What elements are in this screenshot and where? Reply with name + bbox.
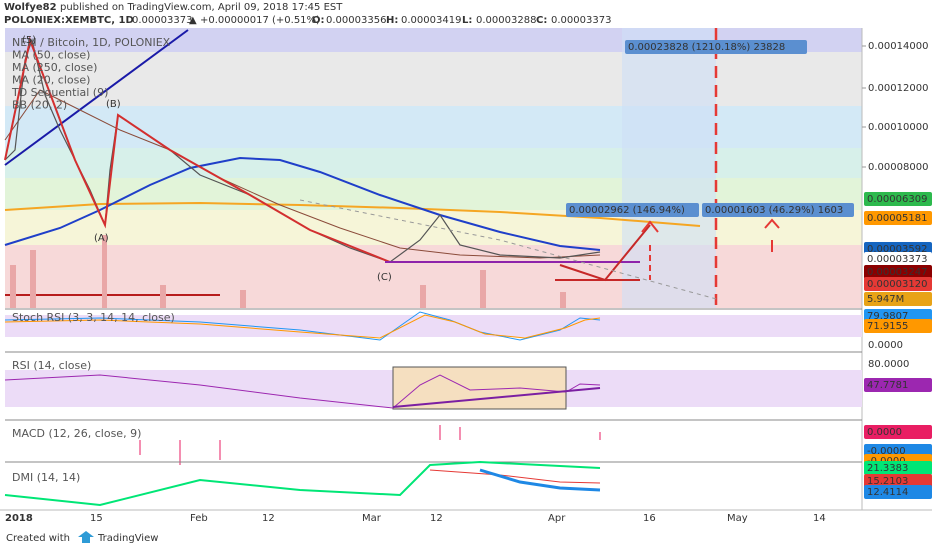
indicator-axis-label-bg <box>864 425 932 439</box>
indicator-axis-label-bg <box>864 319 932 333</box>
measure-label: 0.00002962 (146.94%) <box>569 205 685 216</box>
x-tick-label: 15 <box>90 513 103 524</box>
indicator-label: DMI (14, 14) <box>12 471 80 484</box>
indicator-axis-label: 80.0000 <box>868 359 909 370</box>
author: Wolfye82 <box>4 2 57 13</box>
indicator-axis-label: 12.4114 <box>867 487 908 498</box>
price-label-bg <box>864 277 932 291</box>
indicator-axis-label: 0.0000 <box>867 427 902 438</box>
indicator-axis-label: 79.9807 <box>867 311 908 322</box>
drawings <box>4 28 780 305</box>
legend-entry: BB (20, 2) <box>12 99 67 112</box>
indicator-axis-label: 21.3383 <box>867 463 908 474</box>
price-label-bg <box>864 252 932 266</box>
last: 0.00003373 <box>132 15 192 26</box>
indicator-axis-label: 0.0000 <box>868 340 903 351</box>
change: +0.00000017 (+0.51%) <box>200 15 320 26</box>
price-label-bg <box>864 265 932 279</box>
measure-label: 0.00023828 (1210.18%) 23828 <box>628 42 785 53</box>
price-label: 0.00005181 <box>867 213 927 224</box>
ohlc: C: <box>536 15 547 26</box>
legend-entry: NEM / Bitcoin, 1D, POLONIEX <box>12 36 171 49</box>
footer-created: Created with <box>6 533 70 544</box>
price-label: 0.00010000 <box>868 122 928 133</box>
indicator-axis-label-bg <box>864 485 932 499</box>
ohlc: 0.00003356 <box>326 15 386 26</box>
measure-label-bg <box>625 40 807 54</box>
price-label: 0.00012000 <box>868 83 928 94</box>
ohlc: H: <box>386 15 398 26</box>
price-label: 0.00003247 <box>867 267 927 278</box>
ohlc: O: <box>312 15 325 26</box>
symbol: POLONIEX:XEMBTC, 1D <box>4 15 134 26</box>
price-label-bg <box>864 192 932 206</box>
indicator-axis-label: -0.0000 <box>867 446 906 457</box>
legend-entry: MA (250, close) <box>12 61 97 74</box>
indicator-axis-label: 15.2103 <box>867 476 908 487</box>
indicator-panes <box>4 308 862 507</box>
x-tick-label: Mar <box>362 513 382 524</box>
price-label-bg <box>864 292 932 306</box>
indicator-label: MACD (12, 26, close, 9) <box>12 427 141 440</box>
footer-brand: TradingView <box>97 533 158 544</box>
measure-label: 0.00001603 (46.29%) 1603 <box>705 205 843 216</box>
measure-label-bg <box>702 203 854 217</box>
price-label: 0.00008000 <box>868 162 928 173</box>
x-tick-label: 16 <box>643 513 656 524</box>
footer-logo <box>78 531 94 543</box>
price-label: 0.00006309 <box>867 194 927 205</box>
wave-label: (5) <box>22 35 36 46</box>
indicator-axis-label: 71.9155 <box>867 321 908 332</box>
x-tick-label: 12 <box>430 513 443 524</box>
indicator-label: Stoch RSI (3, 3, 14, 14, close) <box>12 311 175 324</box>
ohlc: L: <box>462 15 472 26</box>
x-tick-label: 2018 <box>5 513 33 524</box>
measure-label-bg <box>566 203 699 217</box>
indicator-axis-label-bg <box>864 461 932 475</box>
indicator-axis-label-bg <box>864 378 932 392</box>
wave-label: (B) <box>106 99 121 110</box>
legend-entry: MA (20, close) <box>12 74 90 87</box>
price-label: 0.00014000 <box>868 41 928 52</box>
price-label: 0.00003592 <box>867 244 927 255</box>
ohlc: 0.00003288 <box>476 15 536 26</box>
ohlc: 0.00003419 <box>401 15 461 26</box>
indicator-label: RSI (14, close) <box>12 359 91 372</box>
legend-entry: TD Sequential (9) <box>11 86 108 99</box>
x-tick-label: 14 <box>813 513 826 524</box>
fib-bands <box>5 28 862 308</box>
price-label-bg <box>864 211 932 225</box>
x-tick-label: Feb <box>190 513 208 524</box>
indicator-axis-label-bg <box>864 474 932 488</box>
published: published on TradingView.com, April 09, … <box>60 2 343 13</box>
price-label: 0.00003120 <box>867 279 927 290</box>
price-label: 0.00003373 <box>867 254 927 265</box>
legend-entry: MA (50, close) <box>12 49 90 62</box>
x-tick-label: May <box>727 513 748 524</box>
ohlc: 0.00003373 <box>551 15 611 26</box>
arrow: ▲ <box>189 15 197 26</box>
volume-bars <box>10 235 566 308</box>
indicator-axis-label: 47.7781 <box>867 380 908 391</box>
wave-label: (C) <box>377 272 392 283</box>
wave-label: (A) <box>94 233 109 244</box>
x-tick-label: Apr <box>548 513 566 524</box>
x-tick-label: 12 <box>262 513 275 524</box>
price-label: 5.947M <box>867 294 904 305</box>
